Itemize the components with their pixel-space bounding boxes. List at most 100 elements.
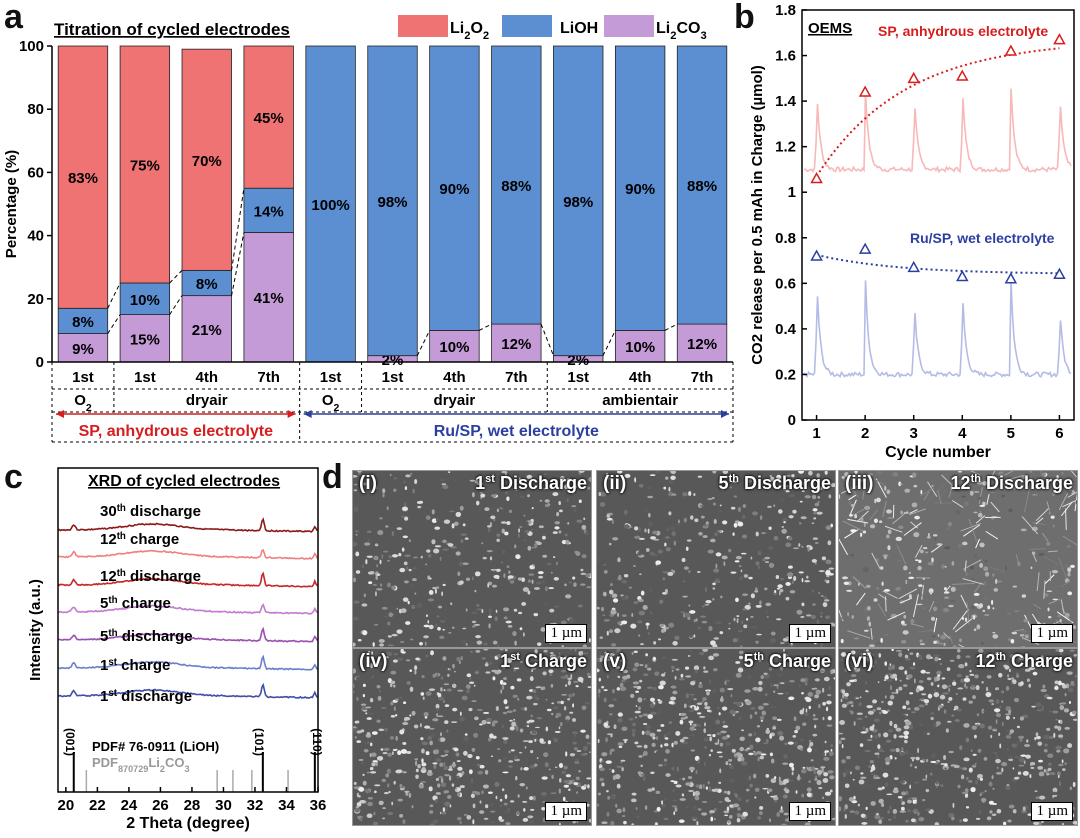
group-label: O2 bbox=[322, 392, 340, 414]
bar-segment bbox=[243, 187, 294, 233]
sem-image: (iii) 12th Discharge 1 µm bbox=[838, 470, 1078, 648]
electrolyte-label: Ru/SP, wet electrolyte bbox=[434, 423, 599, 440]
data-point bbox=[858, 242, 872, 254]
scale-bar: 1 µm bbox=[545, 624, 587, 643]
connector-line bbox=[169, 270, 183, 284]
xrd-trace bbox=[57, 682, 318, 699]
y-tick-label: 0.6 bbox=[775, 275, 796, 292]
x-tick-label: 4th bbox=[443, 369, 466, 386]
bar-segment bbox=[305, 45, 356, 363]
x-tick-label: 1st bbox=[134, 369, 156, 386]
xrd-trace bbox=[58, 549, 318, 561]
xrd-trace bbox=[57, 654, 318, 671]
raw-trace bbox=[803, 280, 1072, 379]
data-point bbox=[858, 85, 872, 97]
sem-label: (i) bbox=[359, 473, 377, 494]
x-tick-label: 34 bbox=[278, 797, 295, 814]
bar-data-label: 90% bbox=[625, 181, 655, 198]
x-tick-label: 1st bbox=[382, 369, 404, 386]
peak-label: (110) bbox=[310, 728, 324, 755]
bar-data-label: 10% bbox=[625, 339, 655, 356]
data-point bbox=[1004, 272, 1018, 284]
arrow-head bbox=[303, 410, 312, 418]
plot-frame bbox=[801, 9, 1075, 421]
y-tick-label: 0.2 bbox=[775, 366, 796, 383]
x-tick-label: 7th bbox=[691, 369, 714, 386]
x-tick-label: 1st bbox=[320, 369, 342, 386]
y-tick-label: 40 bbox=[27, 228, 44, 245]
bar-segment bbox=[57, 307, 109, 334]
y-tick-label: 0 bbox=[788, 412, 796, 429]
data-point bbox=[956, 269, 969, 282]
peak-label: (101) bbox=[252, 728, 266, 756]
arrow-head bbox=[721, 410, 729, 418]
bar-segment bbox=[553, 45, 604, 357]
connector-line bbox=[169, 295, 183, 315]
bar-data-label: 70% bbox=[192, 153, 222, 170]
bar-data-label: 21% bbox=[192, 322, 222, 339]
fit-curve bbox=[815, 47, 1060, 177]
bar-segment bbox=[181, 295, 232, 363]
data-point bbox=[956, 69, 969, 81]
group-label: O2 bbox=[74, 392, 92, 414]
bar-segment bbox=[119, 282, 171, 316]
bar-data-label: 83% bbox=[68, 170, 98, 187]
bar-data-label: 15% bbox=[130, 331, 160, 348]
x-tick-label: 7th bbox=[257, 369, 280, 386]
group-label: ambientair bbox=[602, 392, 678, 409]
data-point bbox=[1053, 33, 1066, 45]
legend-swatch bbox=[604, 15, 654, 37]
x-tick-label: 1st bbox=[567, 369, 589, 386]
y-tick-label: 1.6 bbox=[775, 48, 796, 65]
series-label: Ru/SP, wet electrolyte bbox=[910, 230, 1055, 246]
connector-line bbox=[107, 314, 121, 334]
scale-bar: 1 µm bbox=[545, 802, 587, 821]
bar-segment bbox=[429, 329, 480, 363]
bar-segment bbox=[119, 314, 171, 363]
trace-label: 12th discharge bbox=[100, 568, 201, 586]
y-tick-label: 0.8 bbox=[775, 230, 796, 247]
y-tick-label: 1.8 bbox=[775, 2, 796, 19]
bar-segment bbox=[676, 45, 728, 325]
connector-line bbox=[540, 323, 554, 356]
oems-line-chart: SP, anhydrous electrolyte Ru/SP, wet elec… bbox=[749, 2, 1075, 460]
reference-label: PDF870729Li2CO3 bbox=[92, 755, 190, 774]
y-tick-label: 0.4 bbox=[775, 321, 797, 338]
bar-data-label: 14% bbox=[254, 203, 284, 220]
scale-bar: 1 µm bbox=[1031, 624, 1073, 643]
y-tick-label: 1 bbox=[788, 184, 796, 201]
trace-label: 5th discharge bbox=[100, 628, 193, 646]
x-axis-label: Cycle number bbox=[885, 444, 991, 460]
data-point bbox=[907, 71, 920, 84]
oems-annotation: OEMS bbox=[808, 20, 852, 37]
data-point bbox=[907, 260, 920, 273]
y-tick-label: 0 bbox=[36, 354, 44, 371]
x-tick-label: 1st bbox=[72, 369, 94, 386]
y-tick-label: 1.2 bbox=[775, 139, 796, 156]
bar-segment bbox=[367, 45, 418, 357]
connector-line bbox=[107, 282, 121, 309]
scale-bar: 1 µm bbox=[1031, 802, 1073, 821]
bar-segment bbox=[181, 48, 232, 271]
sem-title: 1st Discharge bbox=[475, 473, 587, 493]
x-tick-label: 3 bbox=[910, 425, 918, 442]
raw-trace bbox=[803, 88, 1072, 174]
bar-data-label: 90% bbox=[439, 181, 469, 198]
sem-texture bbox=[597, 471, 835, 647]
y-tick-label: 80 bbox=[27, 101, 44, 118]
x-tick-label: 24 bbox=[121, 797, 138, 814]
scale-bar: 1 µm bbox=[789, 802, 831, 821]
xrd-trace bbox=[57, 626, 318, 643]
sem-image: (iv) 1st Charge 1 µm bbox=[352, 648, 592, 826]
bar-data-label: 12% bbox=[687, 336, 717, 353]
connector-line bbox=[602, 330, 616, 356]
bar-data-label: 8% bbox=[72, 314, 94, 331]
sem-label: (v) bbox=[603, 651, 627, 672]
bar-data-label: 88% bbox=[687, 178, 717, 195]
data-point bbox=[810, 172, 823, 184]
x-tick-label: 20 bbox=[58, 797, 75, 814]
xrd-chart: XRD of cycled electrodes 30th discharge 12… bbox=[27, 467, 326, 832]
y-tick-label: 20 bbox=[27, 291, 44, 308]
trace-label: 1st discharge bbox=[100, 688, 192, 706]
sem-label: (vi) bbox=[845, 651, 874, 672]
